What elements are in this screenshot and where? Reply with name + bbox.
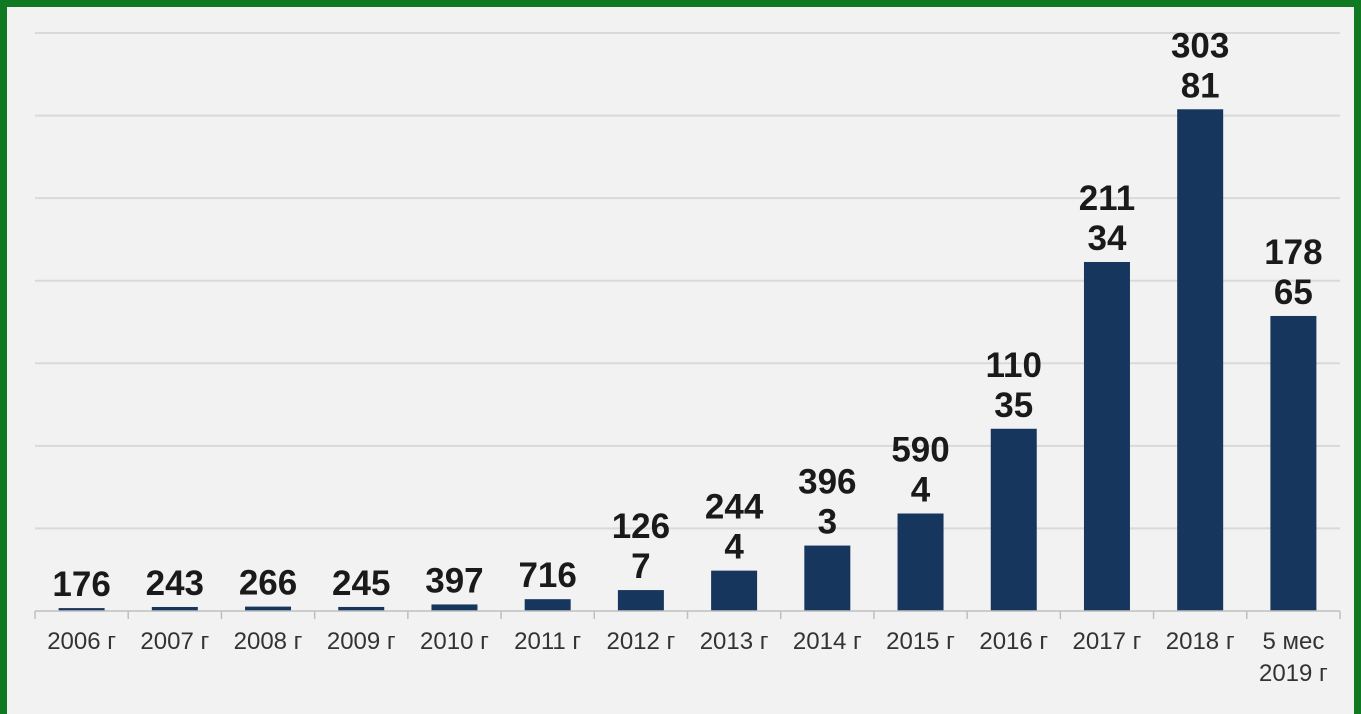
x-tick-label: 2006 г [47, 628, 116, 655]
bar [804, 545, 851, 611]
x-tick-label: 2013 г [700, 628, 769, 655]
bar [338, 606, 385, 611]
data-label: 716 [518, 556, 576, 595]
bar [1270, 315, 1317, 611]
x-tick-label: 2016 г [979, 628, 1048, 655]
data-label: 590 [891, 430, 949, 469]
data-label: 245 [332, 564, 390, 603]
bar [524, 599, 571, 611]
data-label: 34 [1087, 219, 1126, 258]
chart-frame: 176 243 266 245 397 716 126 7 244 4 396 3 590 4 110 35 2… [7, 7, 1354, 714]
x-tick-label: 2010 г [420, 628, 489, 655]
bar-chart: 176 243 266 245 397 7161267244439635904110352… [34, 26, 1341, 687]
x-tick-label: 2007 г [140, 628, 209, 655]
data-label: 3 [818, 503, 837, 542]
x-tick-label: 2008 г [234, 628, 303, 655]
data-label: 4 [724, 528, 744, 567]
data-labels: 176 243 266 245 397 7161267244439635904110352… [52, 26, 1322, 604]
x-tick-labels: 2006 г 2007 г 2008 г 2009 г 2010 г 2011 г 2012… [47, 628, 1328, 687]
x-tick-label: 2014 г [793, 628, 862, 655]
x-tick-label: 2011 г [514, 628, 581, 655]
data-label: 4 [911, 470, 931, 509]
bar [1083, 261, 1130, 611]
data-label: 65 [1274, 273, 1313, 312]
data-label: 397 [425, 561, 483, 600]
x-axis [34, 610, 1341, 619]
data-label: 110 [986, 346, 1042, 385]
data-label: 126 [612, 507, 670, 546]
bar [1177, 109, 1224, 612]
bar [431, 604, 478, 611]
data-label: 211 [1079, 179, 1135, 218]
data-label: 81 [1181, 66, 1220, 105]
gridlines [35, 32, 1340, 530]
x-tick-label: 2018 г [1166, 628, 1235, 655]
data-label: 178 [1264, 233, 1322, 272]
x-tick-label: 2017 г [1073, 628, 1142, 655]
data-label: 7 [631, 547, 650, 586]
x-tick-label: 2009 г [327, 628, 396, 655]
x-tick-label: 5 мес [1262, 628, 1324, 655]
data-label: 176 [52, 565, 110, 604]
data-label: 303 [1171, 26, 1229, 65]
data-label: 35 [994, 386, 1033, 425]
bar [990, 428, 1037, 611]
bar [897, 513, 944, 611]
bar [245, 606, 292, 611]
x-tick-label: 2012 г [606, 628, 675, 655]
bar [151, 606, 198, 611]
bar [58, 608, 105, 611]
bar [711, 570, 758, 611]
data-label: 243 [146, 564, 204, 603]
x-tick-label: 2015 г [886, 628, 955, 655]
data-label: 266 [239, 564, 297, 603]
bar [617, 590, 664, 611]
x-tick-label: 2019 г [1259, 660, 1328, 687]
data-label: 244 [705, 488, 764, 527]
bars [58, 109, 1317, 612]
data-label: 396 [798, 463, 856, 502]
